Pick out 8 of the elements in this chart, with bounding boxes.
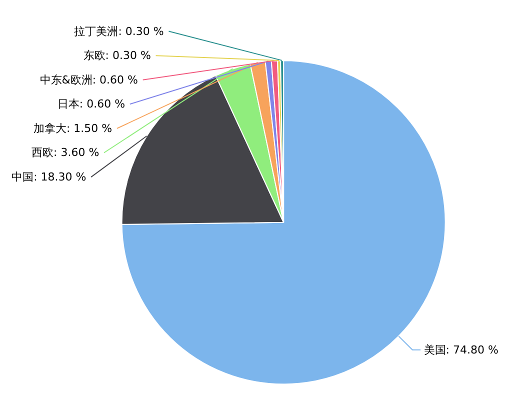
- slice-label: 中国: 18.30 %: [12, 170, 86, 184]
- slice-label: 拉丁美洲: 0.30 %: [74, 24, 164, 38]
- slice-label: 西欧: 3.60 %: [32, 146, 100, 160]
- slice-label: 日本: 0.60 %: [57, 98, 126, 111]
- slice-label: 美国: 74.80 %: [424, 343, 498, 356]
- slice-label: 东欧: 0.30 %: [83, 49, 151, 62]
- slice-label: 加拿大: 1.50 %: [33, 122, 112, 135]
- slice-label: 中东&欧洲: 0.60 %: [40, 73, 138, 86]
